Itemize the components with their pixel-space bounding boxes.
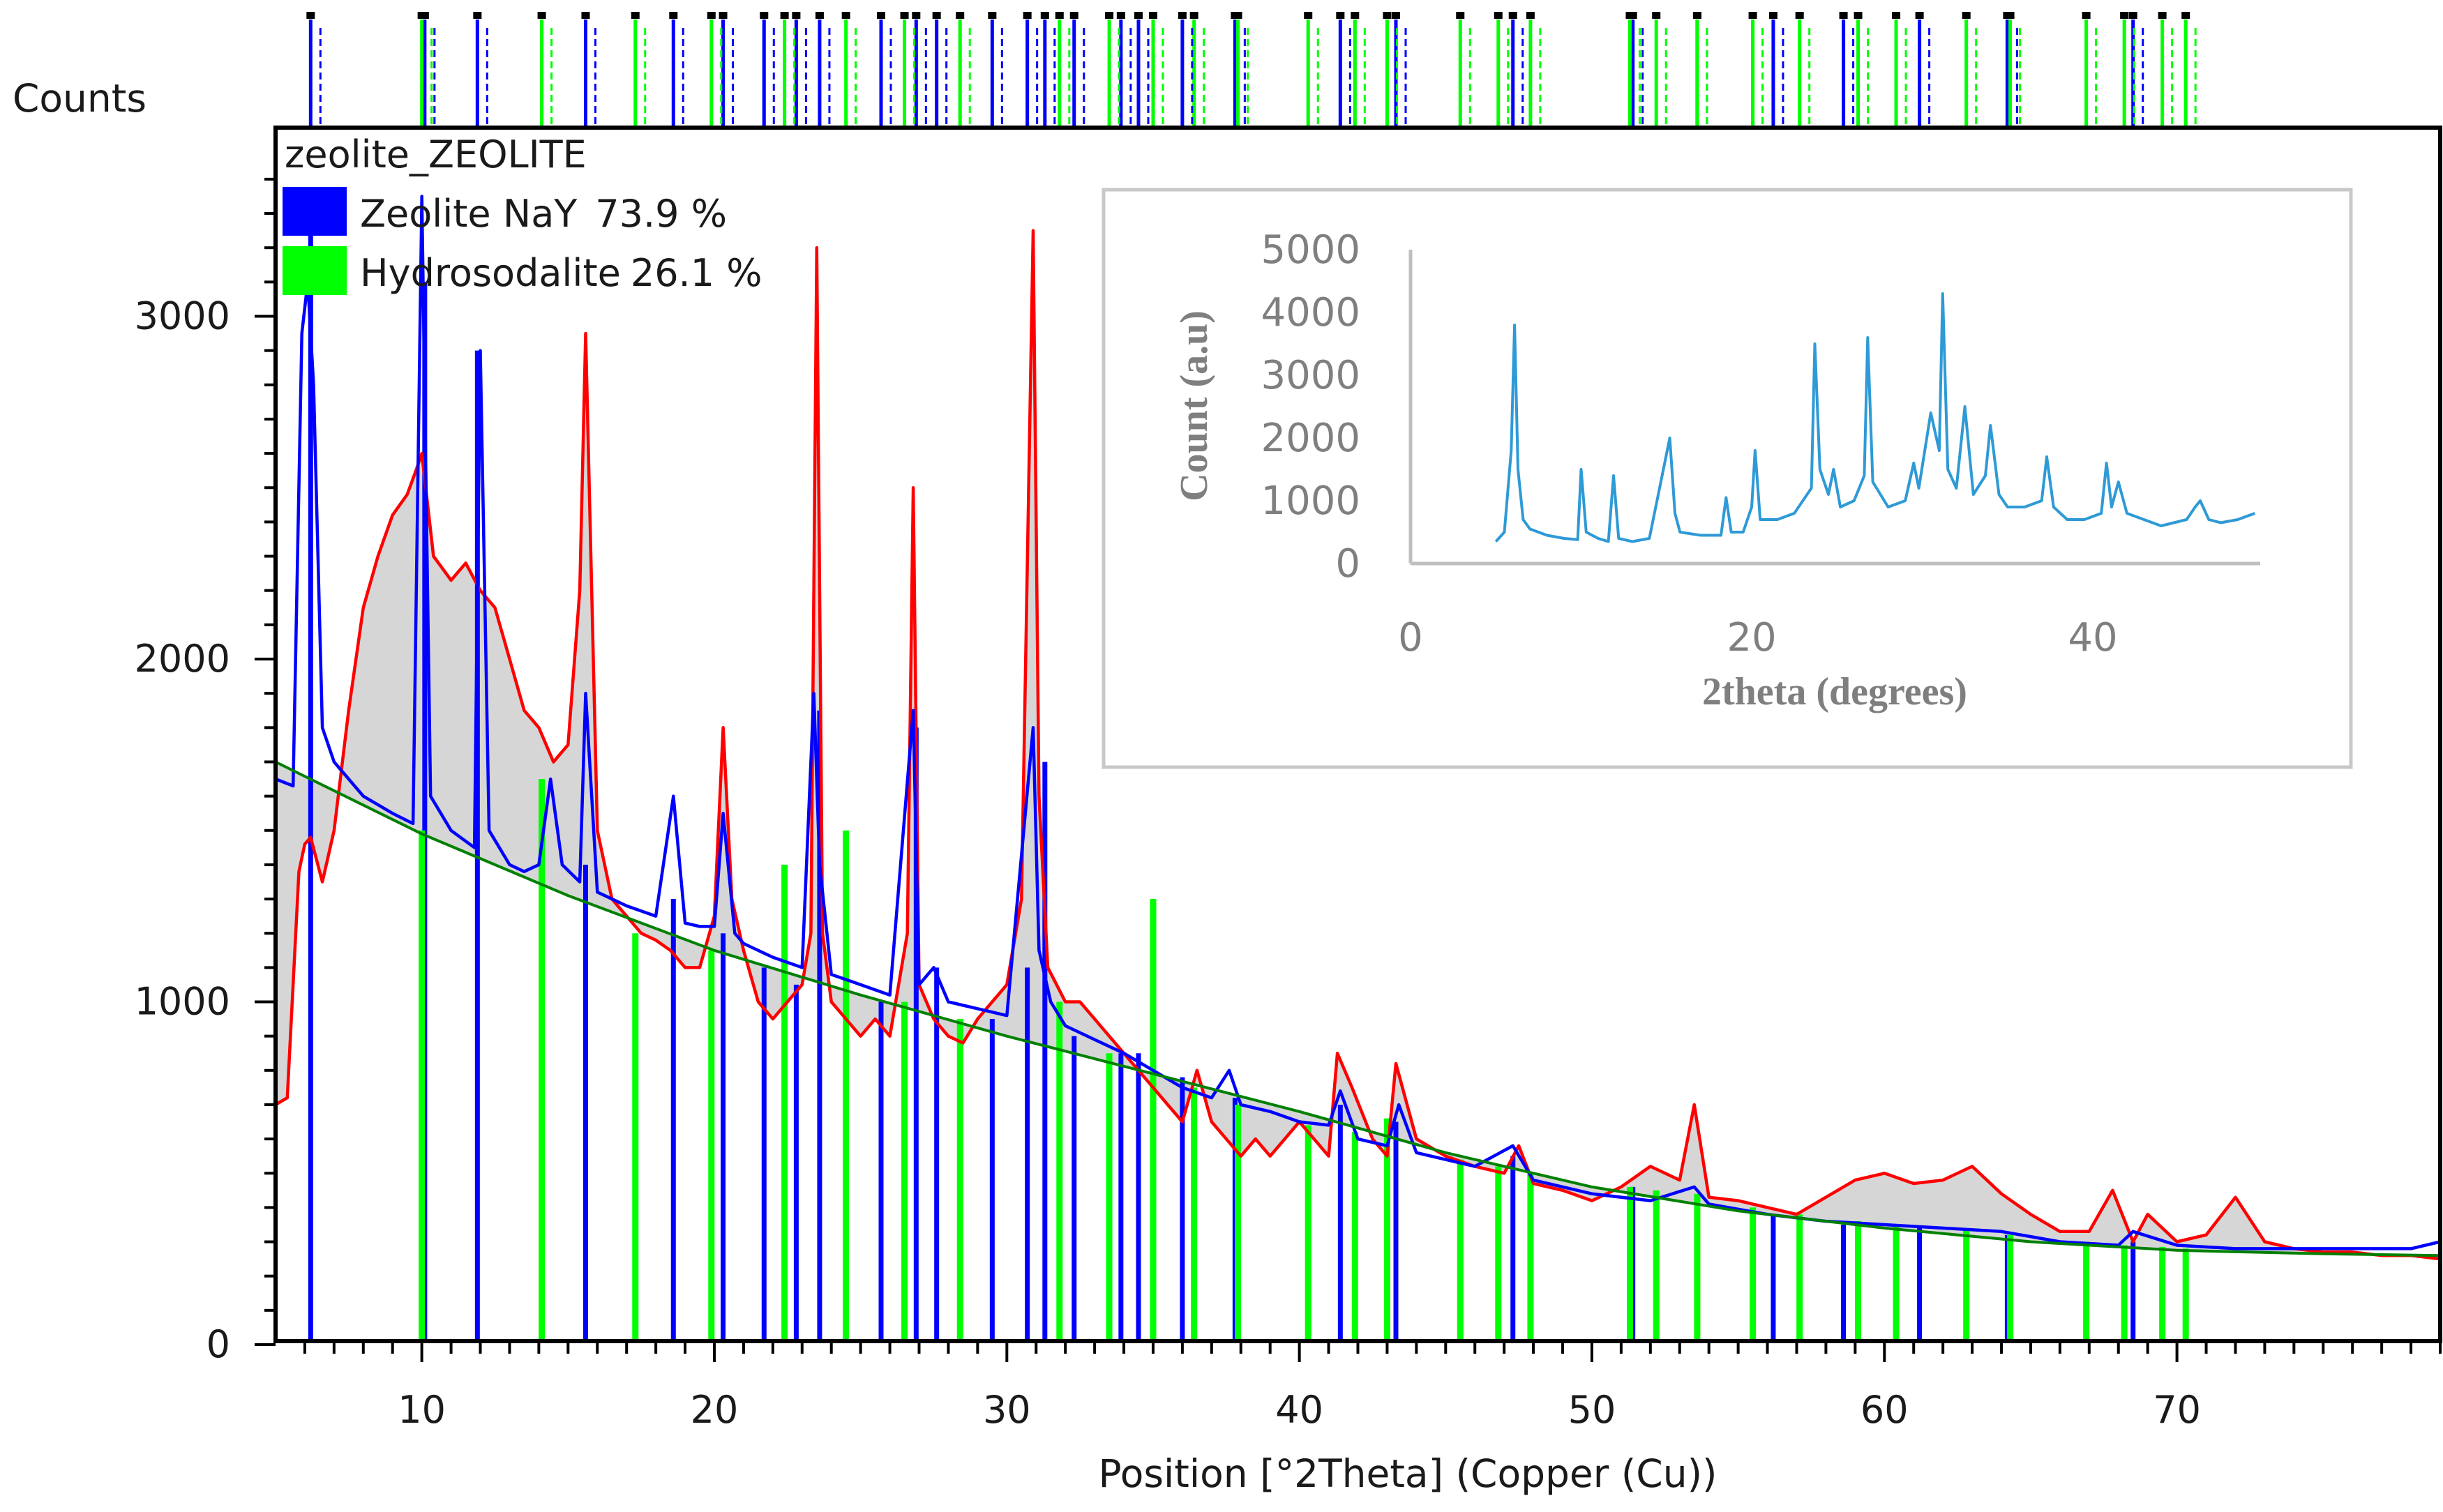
y-tick-label: 0 xyxy=(206,1322,230,1366)
x-tick-label: 70 xyxy=(2153,1388,2201,1432)
inset-y-tick-label: 3000 xyxy=(1261,353,1360,398)
background-line xyxy=(275,760,2441,1257)
y-tick-label: 2000 xyxy=(135,637,230,681)
inset-x-tick-label: 20 xyxy=(1727,615,1776,660)
legend-label-hydrosodalite: Hydrosodalite 26.1 % xyxy=(360,251,762,295)
observed-pattern-line xyxy=(274,229,2441,1261)
inset-y-ticks: 0 1000 2000 3000 4000 5000 xyxy=(1261,227,1360,587)
legend: Zeolite NaY 73.9 % Hydrosodalite 26.1 % xyxy=(283,187,762,295)
inset-y-tick-label: 5000 xyxy=(1261,227,1360,273)
main-x-ticks: 10 20 30 40 50 60 70 xyxy=(303,1341,2442,1432)
inset-pattern-line xyxy=(1494,292,2255,543)
legend-swatch-hydrosodalite xyxy=(283,246,347,295)
top-reflection-markers xyxy=(306,12,2197,128)
inset-y-axis-label: Count (a.u) xyxy=(1173,310,1216,501)
inset-frame xyxy=(1102,188,2353,769)
x-axis-label: Position [°2Theta] (Copper (Cu)) xyxy=(1099,1451,1717,1496)
y-tick-label: 1000 xyxy=(135,980,230,1024)
inset-x-axis-label: 2theta (degrees) xyxy=(1702,670,1967,713)
zeolite-nay-calculated-line xyxy=(275,195,2441,1250)
main-peak-fills xyxy=(276,230,2440,1260)
x-tick-label: 50 xyxy=(1568,1388,1616,1432)
legend-swatch-zeolite-nay xyxy=(283,187,347,236)
inset-y-tick-label: 0 xyxy=(1335,541,1360,587)
x-tick-label: 20 xyxy=(691,1388,739,1432)
y-tick-label: 3000 xyxy=(135,294,230,338)
y-axis-label: Counts xyxy=(13,76,146,121)
x-tick-label: 40 xyxy=(1275,1388,1323,1432)
inset-x-tick-label: 0 xyxy=(1398,615,1423,660)
x-tick-label: 30 xyxy=(983,1388,1031,1432)
inset-x-ticks: 0 20 40 xyxy=(1398,615,2117,660)
x-tick-label: 10 xyxy=(398,1388,446,1432)
main-series xyxy=(274,195,2441,1261)
x-tick-label: 60 xyxy=(1861,1388,1909,1432)
inset-y-tick-label: 2000 xyxy=(1261,416,1360,461)
inset-y-tick-label: 1000 xyxy=(1261,478,1360,524)
inset-series xyxy=(1494,292,2255,543)
inset-y-tick-label: 4000 xyxy=(1261,290,1360,335)
chart-title: zeolite_ZEOLITE xyxy=(285,133,587,176)
main-y-ticks: 0 1000 2000 3000 xyxy=(135,177,276,1366)
observed-area-fill xyxy=(276,230,2440,1260)
inset-x-tick-label: 40 xyxy=(2068,615,2117,660)
legend-label-zeolite-nay: Zeolite NaY 73.9 % xyxy=(360,192,727,236)
